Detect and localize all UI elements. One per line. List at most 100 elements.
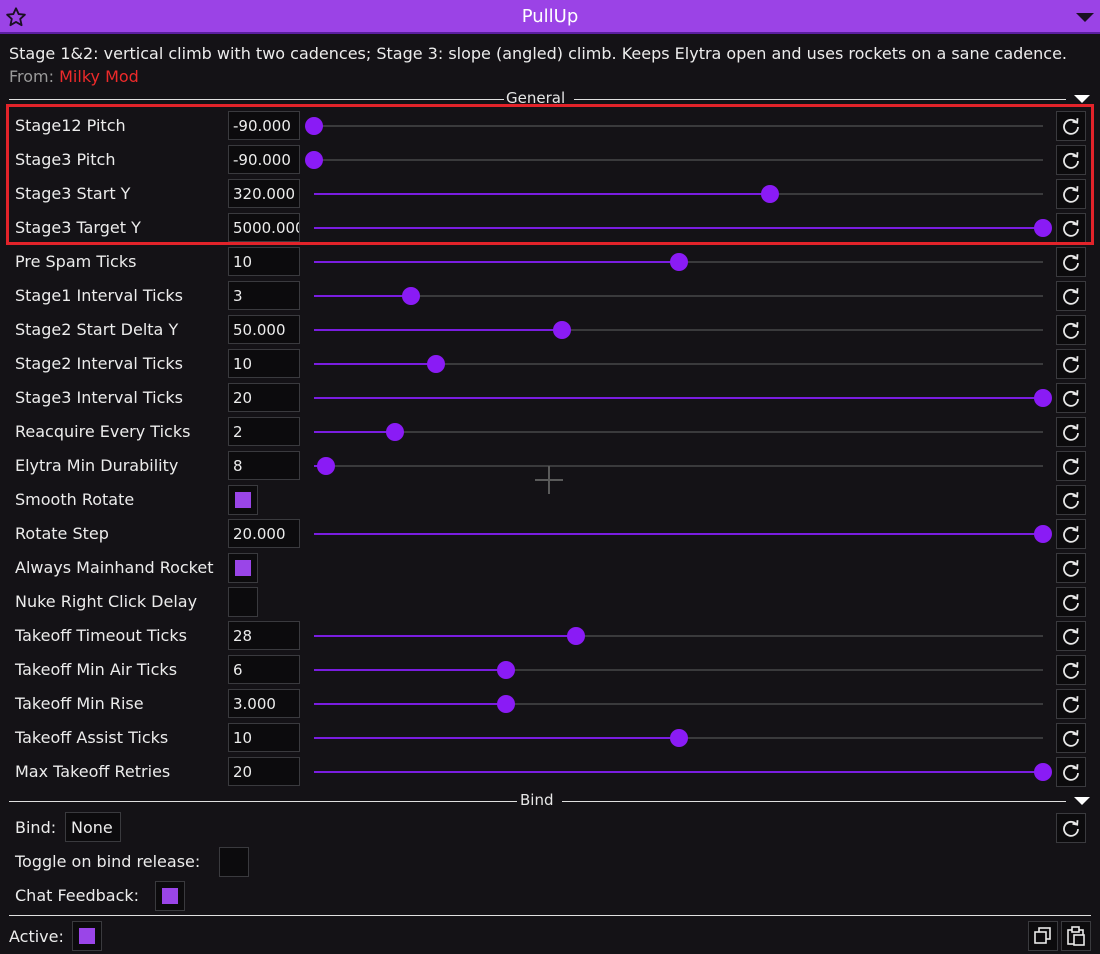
- setting-slider[interactable]: [305, 151, 1043, 169]
- setting-value-input[interactable]: 6: [228, 655, 300, 684]
- star-icon[interactable]: [5, 6, 27, 28]
- reset-button[interactable]: [1056, 451, 1086, 481]
- setting-slider[interactable]: [314, 287, 1043, 305]
- slider-thumb[interactable]: [427, 355, 445, 373]
- slider-thumb[interactable]: [1034, 219, 1052, 237]
- reset-icon: [1063, 424, 1079, 441]
- checkbox-mark: [235, 560, 251, 576]
- chevron-down-icon[interactable]: [1074, 797, 1090, 805]
- setting-slider[interactable]: [314, 763, 1052, 781]
- slider-thumb[interactable]: [670, 253, 688, 271]
- reset-button[interactable]: [1056, 519, 1086, 549]
- setting-slider[interactable]: [314, 219, 1052, 237]
- setting-slider[interactable]: [314, 253, 1043, 271]
- reset-button[interactable]: [1056, 315, 1086, 345]
- reset-button[interactable]: [1056, 655, 1086, 685]
- reset-button[interactable]: [1056, 179, 1086, 209]
- setting-value: 10: [233, 729, 253, 747]
- reset-button[interactable]: [1056, 349, 1086, 379]
- reset-bind-button[interactable]: [1056, 813, 1086, 843]
- slider-thumb[interactable]: [761, 185, 779, 203]
- setting-value-input[interactable]: 10: [228, 247, 300, 276]
- setting-slider[interactable]: [314, 627, 1043, 645]
- paste-button[interactable]: [1061, 921, 1091, 951]
- slider-fill: [314, 363, 436, 365]
- reset-button[interactable]: [1056, 587, 1086, 617]
- setting-checkbox[interactable]: [228, 485, 258, 515]
- slider-thumb[interactable]: [497, 695, 515, 713]
- reset-button[interactable]: [1056, 281, 1086, 311]
- setting-value-input[interactable]: 320.000: [228, 179, 300, 208]
- reset-icon: [1063, 254, 1079, 271]
- setting-value-input[interactable]: -90.000: [228, 111, 300, 140]
- setting-slider[interactable]: [314, 525, 1052, 543]
- section-divider: [574, 99, 1066, 100]
- chevron-down-icon[interactable]: [1074, 95, 1090, 103]
- reset-button[interactable]: [1056, 553, 1086, 583]
- slider-thumb[interactable]: [567, 627, 585, 645]
- setting-checkbox[interactable]: [228, 587, 258, 617]
- setting-value-input[interactable]: 20.000: [228, 519, 300, 548]
- setting-value-input[interactable]: 20: [228, 757, 300, 786]
- setting-slider[interactable]: [314, 389, 1052, 407]
- slider-thumb[interactable]: [1034, 389, 1052, 407]
- slider-thumb[interactable]: [305, 117, 323, 135]
- setting-value-input[interactable]: 28: [228, 621, 300, 650]
- setting-value-input[interactable]: 50.000: [228, 315, 300, 344]
- reset-button[interactable]: [1056, 689, 1086, 719]
- setting-value-input[interactable]: 3: [228, 281, 300, 310]
- setting-value-input[interactable]: -90.000: [228, 145, 300, 174]
- chat-feedback-checkbox[interactable]: [155, 881, 185, 911]
- reset-button[interactable]: [1056, 621, 1086, 651]
- slider-thumb[interactable]: [670, 729, 688, 747]
- setting-slider[interactable]: [305, 117, 1043, 135]
- setting-checkbox[interactable]: [228, 553, 258, 583]
- slider-thumb[interactable]: [553, 321, 571, 339]
- reset-button[interactable]: [1056, 485, 1086, 515]
- reset-button[interactable]: [1056, 723, 1086, 753]
- reset-button[interactable]: [1056, 247, 1086, 277]
- setting-row: Takeoff Assist Ticks 10: [0, 721, 1100, 755]
- setting-value-input[interactable]: 2: [228, 417, 300, 446]
- copy-button[interactable]: [1028, 921, 1058, 951]
- setting-value-input[interactable]: 20: [228, 383, 300, 412]
- setting-value-input[interactable]: 8: [228, 451, 300, 480]
- setting-slider[interactable]: [314, 661, 1043, 679]
- section-divider: [9, 99, 504, 100]
- active-checkbox[interactable]: [72, 921, 102, 951]
- setting-value-input[interactable]: 5000.000: [228, 213, 300, 242]
- setting-value: 10: [233, 253, 253, 271]
- setting-value: 2: [233, 423, 243, 441]
- reset-icon: [1063, 730, 1079, 747]
- setting-slider[interactable]: [314, 321, 1043, 339]
- bind-key-button[interactable]: None: [65, 812, 121, 842]
- setting-slider[interactable]: [314, 355, 1043, 373]
- setting-slider[interactable]: [314, 185, 1043, 203]
- setting-value: 8: [233, 457, 243, 475]
- active-label: Active:: [9, 927, 64, 946]
- slider-thumb[interactable]: [1034, 763, 1052, 781]
- setting-label: Smooth Rotate: [15, 490, 135, 509]
- setting-slider[interactable]: [314, 423, 1043, 441]
- setting-row: Stage12 Pitch -90.000: [0, 109, 1100, 143]
- setting-value-input[interactable]: 10: [228, 349, 300, 378]
- setting-value-input[interactable]: 3.000: [228, 689, 300, 718]
- setting-value-input[interactable]: 10: [228, 723, 300, 752]
- slider-thumb[interactable]: [317, 457, 335, 475]
- reset-button[interactable]: [1056, 111, 1086, 141]
- slider-thumb[interactable]: [386, 423, 404, 441]
- slider-thumb[interactable]: [497, 661, 515, 679]
- slider-thumb[interactable]: [1034, 525, 1052, 543]
- reset-icon: [1063, 594, 1079, 611]
- setting-slider[interactable]: [314, 457, 1043, 475]
- reset-button[interactable]: [1056, 757, 1086, 787]
- toggle-bind-release-checkbox[interactable]: [219, 847, 249, 877]
- setting-slider[interactable]: [314, 729, 1043, 747]
- setting-slider[interactable]: [314, 695, 1043, 713]
- slider-thumb[interactable]: [402, 287, 420, 305]
- reset-button[interactable]: [1056, 417, 1086, 447]
- reset-button[interactable]: [1056, 145, 1086, 175]
- chevron-down-icon[interactable]: [1076, 13, 1094, 22]
- reset-button[interactable]: [1056, 383, 1086, 413]
- slider-thumb[interactable]: [305, 151, 323, 169]
